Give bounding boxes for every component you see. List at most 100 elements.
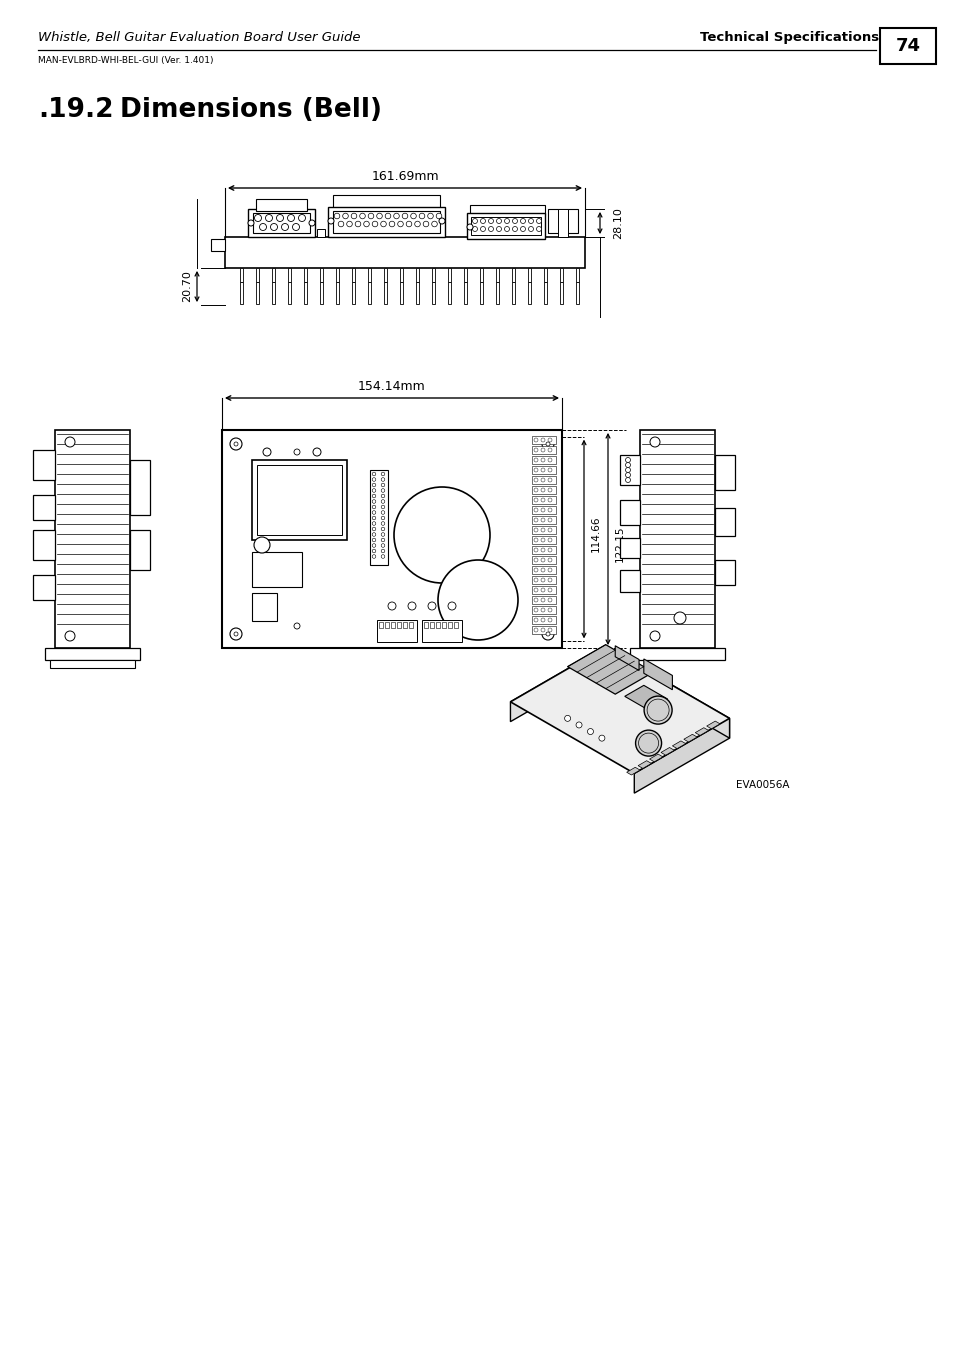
- Circle shape: [547, 598, 552, 602]
- Circle shape: [540, 498, 544, 502]
- Circle shape: [540, 478, 544, 482]
- Polygon shape: [510, 647, 605, 722]
- Circle shape: [359, 213, 365, 219]
- Bar: [543, 282, 546, 304]
- Circle shape: [381, 521, 384, 525]
- Bar: [352, 269, 355, 282]
- Bar: [384, 269, 387, 282]
- Circle shape: [547, 487, 552, 491]
- Bar: [532, 576, 556, 585]
- Circle shape: [372, 221, 377, 227]
- Circle shape: [334, 213, 339, 219]
- Bar: [532, 536, 556, 544]
- Bar: [272, 269, 274, 282]
- Text: Whistle, Bell Guitar Evaluation Board User Guide: Whistle, Bell Guitar Evaluation Board Us…: [38, 31, 360, 45]
- Circle shape: [534, 458, 537, 462]
- Bar: [376, 620, 416, 643]
- Circle shape: [372, 505, 375, 509]
- Bar: [463, 282, 467, 304]
- Bar: [225, 238, 584, 269]
- Circle shape: [540, 468, 544, 472]
- Bar: [532, 626, 556, 634]
- Bar: [532, 566, 556, 574]
- Bar: [454, 622, 457, 628]
- Circle shape: [230, 437, 242, 450]
- Polygon shape: [638, 760, 651, 768]
- Bar: [879, 28, 935, 63]
- Bar: [421, 620, 461, 643]
- Circle shape: [294, 622, 299, 629]
- Bar: [416, 282, 418, 304]
- Bar: [558, 209, 567, 238]
- Bar: [402, 622, 407, 628]
- Bar: [385, 622, 389, 628]
- Circle shape: [394, 487, 490, 583]
- Circle shape: [534, 478, 537, 482]
- Circle shape: [512, 227, 517, 231]
- Polygon shape: [624, 686, 667, 710]
- Circle shape: [534, 437, 537, 441]
- Bar: [396, 622, 400, 628]
- Bar: [532, 606, 556, 614]
- Text: 154.14mm: 154.14mm: [357, 379, 425, 393]
- Circle shape: [540, 608, 544, 612]
- Bar: [463, 269, 467, 282]
- Circle shape: [408, 602, 416, 610]
- Bar: [532, 595, 556, 603]
- Bar: [619, 570, 639, 593]
- Circle shape: [540, 578, 544, 582]
- Circle shape: [540, 518, 544, 522]
- Circle shape: [540, 618, 544, 622]
- Bar: [532, 526, 556, 535]
- Circle shape: [540, 458, 544, 462]
- Circle shape: [534, 608, 537, 612]
- Circle shape: [328, 217, 334, 224]
- Circle shape: [540, 437, 544, 441]
- Circle shape: [643, 697, 672, 724]
- Bar: [55, 431, 130, 648]
- Circle shape: [541, 628, 554, 640]
- Bar: [432, 269, 435, 282]
- Circle shape: [540, 568, 544, 572]
- Polygon shape: [706, 721, 720, 729]
- Circle shape: [496, 219, 501, 224]
- Circle shape: [547, 518, 552, 522]
- Bar: [448, 282, 451, 304]
- Circle shape: [528, 219, 533, 224]
- Circle shape: [534, 468, 537, 472]
- Bar: [432, 282, 435, 304]
- Circle shape: [625, 467, 630, 472]
- Circle shape: [230, 628, 242, 640]
- Circle shape: [545, 632, 550, 636]
- Circle shape: [394, 213, 399, 219]
- Circle shape: [467, 224, 473, 230]
- Bar: [639, 431, 714, 648]
- Circle shape: [488, 227, 493, 231]
- Circle shape: [428, 602, 436, 610]
- Circle shape: [540, 589, 544, 593]
- Circle shape: [372, 528, 375, 531]
- Circle shape: [534, 539, 537, 541]
- Circle shape: [271, 224, 277, 231]
- Polygon shape: [660, 748, 674, 755]
- Bar: [496, 282, 498, 304]
- Circle shape: [480, 219, 485, 224]
- Bar: [328, 207, 444, 238]
- Bar: [532, 466, 556, 474]
- Circle shape: [540, 528, 544, 532]
- Circle shape: [372, 494, 375, 498]
- Bar: [256, 464, 341, 535]
- Bar: [399, 269, 402, 282]
- Circle shape: [402, 213, 407, 219]
- Bar: [532, 446, 556, 454]
- Circle shape: [534, 578, 537, 582]
- Circle shape: [576, 722, 581, 728]
- Circle shape: [534, 598, 537, 602]
- Bar: [252, 460, 347, 540]
- Bar: [619, 539, 639, 558]
- Circle shape: [625, 463, 630, 467]
- Bar: [33, 575, 55, 599]
- Circle shape: [427, 213, 433, 219]
- Circle shape: [547, 508, 552, 512]
- Circle shape: [381, 510, 384, 514]
